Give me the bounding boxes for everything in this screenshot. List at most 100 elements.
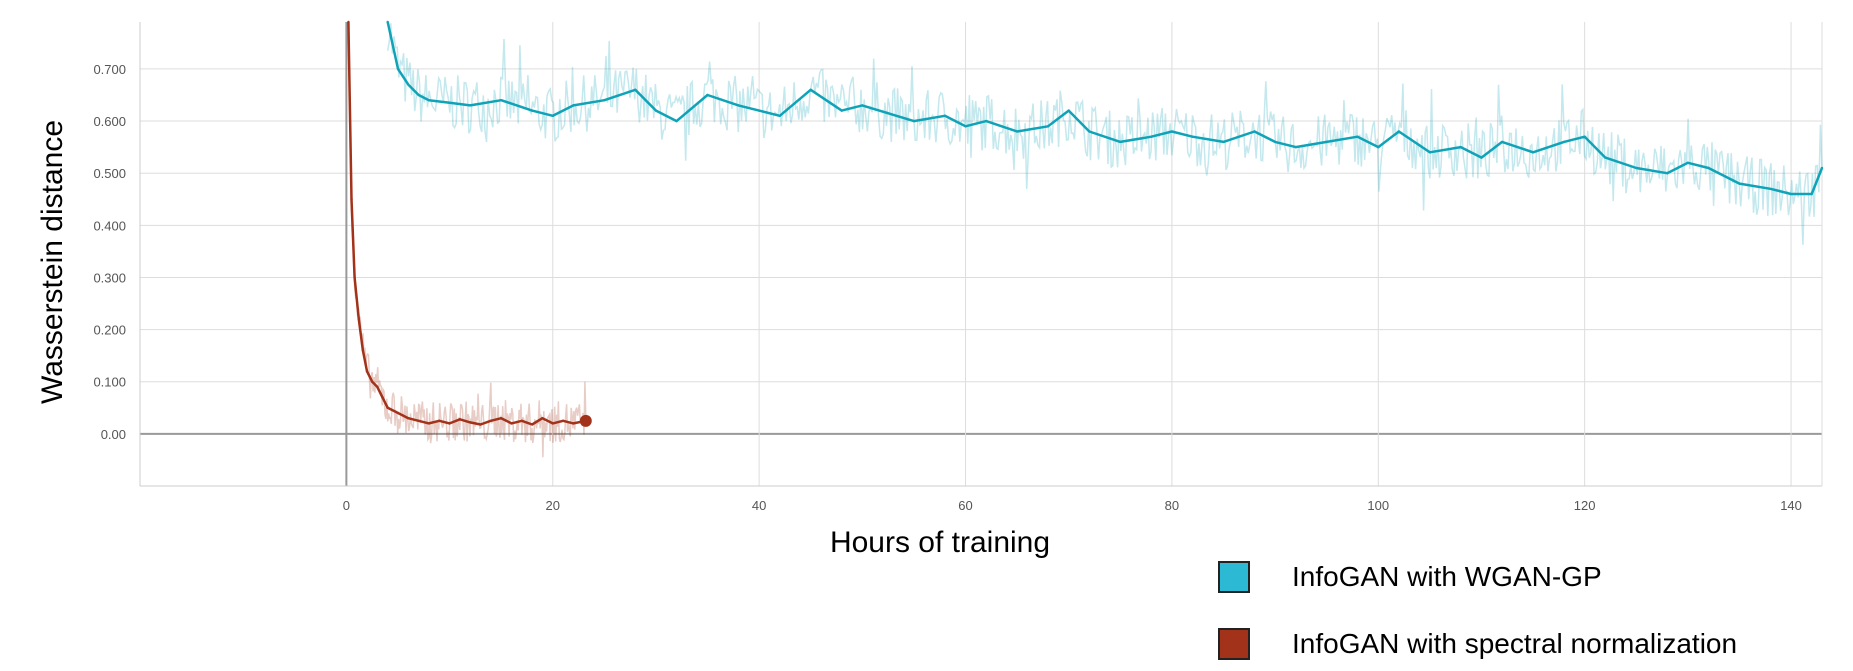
legend-item-wgan-gp: InfoGAN with WGAN-GP <box>1218 555 1602 599</box>
data-point <box>361 349 365 352</box>
data-point <box>407 417 410 420</box>
legend-item-spectral-norm: InfoGAN with spectral normalization <box>1218 622 1737 666</box>
data-point <box>1222 140 1225 144</box>
legend-label-spectral-norm: InfoGAN with spectral normalization <box>1292 628 1738 659</box>
data-point <box>675 119 678 123</box>
data-point <box>634 88 637 91</box>
data-point <box>1015 130 1019 133</box>
data-point <box>1356 135 1359 138</box>
data-point <box>1377 145 1380 149</box>
x-tick-label: 140 <box>1780 498 1802 513</box>
series-line <box>347 21 587 426</box>
data-point <box>1325 140 1328 144</box>
x-tick-label: 100 <box>1367 498 1389 513</box>
data-point <box>458 418 462 421</box>
data-point <box>943 114 947 118</box>
data-point <box>572 422 575 425</box>
data-point <box>1531 151 1535 154</box>
data-point <box>499 417 503 420</box>
data-point <box>1500 140 1504 144</box>
data-point <box>603 99 606 102</box>
data-point <box>1562 140 1566 144</box>
data-point <box>427 99 431 102</box>
x-tick-label: 40 <box>752 498 766 513</box>
data-point <box>365 370 369 373</box>
data-point <box>1604 156 1607 159</box>
data-point <box>520 419 524 423</box>
y-tick-label: 0.300 <box>93 270 126 285</box>
data-point <box>479 423 482 426</box>
data-point <box>357 317 360 321</box>
data-point <box>353 276 356 279</box>
legend-swatch-spectral-norm <box>1218 628 1250 660</box>
tick-labels: 0.00 0.100 0.200 0.300 0.400 0.500 0.600 0.700 0… <box>93 62 1801 513</box>
data-point <box>386 20 389 24</box>
legend: InfoGAN with WGAN-GP InfoGAN with spectr… <box>1218 555 1838 667</box>
data-point <box>1119 140 1122 144</box>
data-point <box>1088 130 1091 133</box>
data-point <box>551 114 554 118</box>
data-point <box>737 104 740 107</box>
axes <box>139 22 1823 487</box>
data-point <box>541 417 544 420</box>
y-tick-label: 0.200 <box>93 323 126 338</box>
data-point <box>840 109 843 112</box>
data-point <box>1666 171 1669 175</box>
data-point <box>984 119 988 123</box>
series-line <box>386 21 1824 196</box>
x-tick-label: 120 <box>1574 498 1596 513</box>
data-point <box>912 119 916 123</box>
data-point <box>1635 166 1638 170</box>
x-tick-label: 80 <box>1165 498 1179 513</box>
data-point <box>706 93 709 97</box>
data-point <box>809 88 812 91</box>
data-point <box>1397 130 1401 133</box>
data-point <box>381 396 384 399</box>
series-raw-line <box>386 23 1823 245</box>
data-point <box>386 406 389 409</box>
data-point <box>407 83 410 86</box>
data-point <box>757 109 761 112</box>
data-point <box>499 99 503 102</box>
data-point <box>778 114 781 118</box>
series-raw-line <box>347 21 587 458</box>
data-point <box>1707 166 1710 170</box>
y-tick-label: 0.500 <box>93 166 126 181</box>
x-tick-label: 60 <box>958 498 972 513</box>
y-tick-label: 0.600 <box>93 114 126 129</box>
data-point <box>417 93 420 97</box>
data-point <box>572 104 575 107</box>
data-point <box>1253 130 1256 133</box>
grid <box>140 22 1822 486</box>
data-point <box>347 20 350 24</box>
data-point <box>376 385 379 389</box>
data-point <box>861 104 864 107</box>
data-point <box>1459 145 1463 149</box>
data-point <box>654 109 658 112</box>
data-point <box>469 104 472 107</box>
y-tick-label: 0.700 <box>93 62 126 77</box>
data-point <box>396 411 400 415</box>
data-point <box>350 198 353 201</box>
data-point <box>1428 151 1432 154</box>
data-point <box>1191 135 1194 138</box>
data-point <box>417 419 420 423</box>
data-point <box>1789 192 1793 196</box>
data-point <box>1170 130 1174 133</box>
data-point <box>469 421 472 424</box>
data-point <box>448 101 451 105</box>
data-point <box>370 380 374 383</box>
data-point <box>1067 109 1070 112</box>
data-point <box>448 422 451 425</box>
data-point <box>1150 135 1153 138</box>
data-point <box>1820 166 1824 170</box>
series-end-marker <box>579 414 592 427</box>
data-point <box>489 419 493 423</box>
data-point <box>1810 192 1813 196</box>
data-point <box>427 422 431 425</box>
y-tick-label: 0.100 <box>93 375 126 390</box>
legend-label-wgan-gp: InfoGAN with WGAN-GP <box>1292 561 1602 592</box>
legend-swatch-wgan-gp <box>1218 561 1250 593</box>
y-tick-label: 0.00 <box>101 427 126 442</box>
